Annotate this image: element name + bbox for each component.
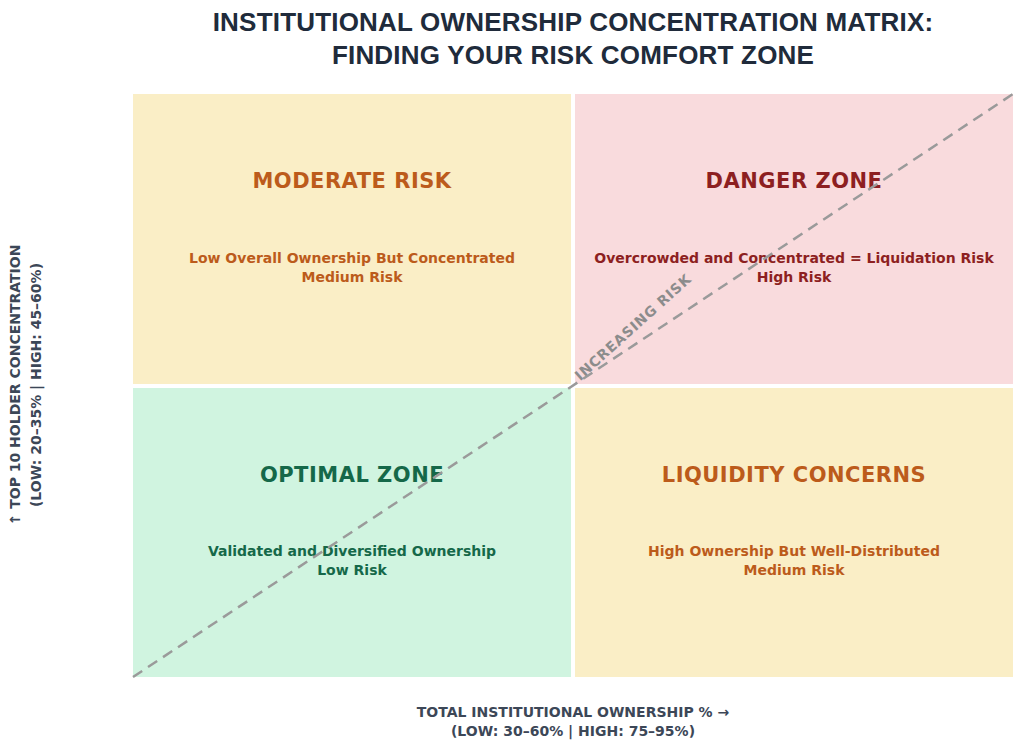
x-axis-label-line1: TOTAL INSTITUTIONAL OWNERSHIP % → [133, 703, 1013, 722]
quadrant-description: Overcrowded and Concentrated = Liquidati… [575, 249, 1013, 287]
quadrant-description-line1: Overcrowded and Concentrated = Liquidati… [575, 249, 1013, 268]
quadrant-description: Low Overall Ownership But Concentrated M… [133, 249, 571, 287]
quadrant-description-line1: Validated and Diversified Ownership [133, 542, 571, 561]
chart-title-line1: INSTITUTIONAL OWNERSHIP CONCENTRATION MA… [133, 6, 1013, 39]
quadrant-optimal-zone: OPTIMAL ZONE Validated and Diversified O… [133, 388, 571, 677]
quadrant-description-line2: Medium Risk [133, 268, 571, 287]
y-axis-label-line2: (LOW: 20–35% | HIGH: 45–60%) [26, 75, 47, 695]
quadrant-moderate-risk: MODERATE RISK Low Overall Ownership But … [133, 94, 571, 384]
quadrant-title: OPTIMAL ZONE [133, 463, 571, 487]
quadrant-title: DANGER ZONE [575, 169, 1013, 193]
ownership-concentration-matrix: INSTITUTIONAL OWNERSHIP CONCENTRATION MA… [0, 0, 1024, 751]
quadrant-description: High Ownership But Well-Distributed Medi… [575, 542, 1013, 580]
x-axis-label-line2: (LOW: 30–60% | HIGH: 75–95%) [133, 722, 1013, 741]
quadrant-description-line2: Low Risk [133, 561, 571, 580]
chart-title-line2: FINDING YOUR RISK COMFORT ZONE [133, 39, 1013, 72]
quadrant-danger-zone: DANGER ZONE Overcrowded and Concentrated… [575, 94, 1013, 384]
chart-title: INSTITUTIONAL OWNERSHIP CONCENTRATION MA… [133, 6, 1013, 72]
quadrant-liquidity-concerns: LIQUIDITY CONCERNS High Ownership But We… [575, 388, 1013, 677]
x-axis-label: TOTAL INSTITUTIONAL OWNERSHIP % → (LOW: … [133, 703, 1013, 741]
quadrant-description-line2: High Risk [575, 268, 1013, 287]
y-axis-label: ↑ TOP 10 HOLDER CONCENTRATION (LOW: 20–3… [5, 75, 47, 695]
y-axis-label-line1: ↑ TOP 10 HOLDER CONCENTRATION [5, 75, 26, 695]
quadrant-description-line1: High Ownership But Well-Distributed [575, 542, 1013, 561]
quadrant-title: LIQUIDITY CONCERNS [575, 463, 1013, 487]
quadrant-title: MODERATE RISK [133, 169, 571, 193]
quadrant-description-line2: Medium Risk [575, 561, 1013, 580]
quadrant-description: Validated and Diversified Ownership Low … [133, 542, 571, 580]
quadrant-description-line1: Low Overall Ownership But Concentrated [133, 249, 571, 268]
